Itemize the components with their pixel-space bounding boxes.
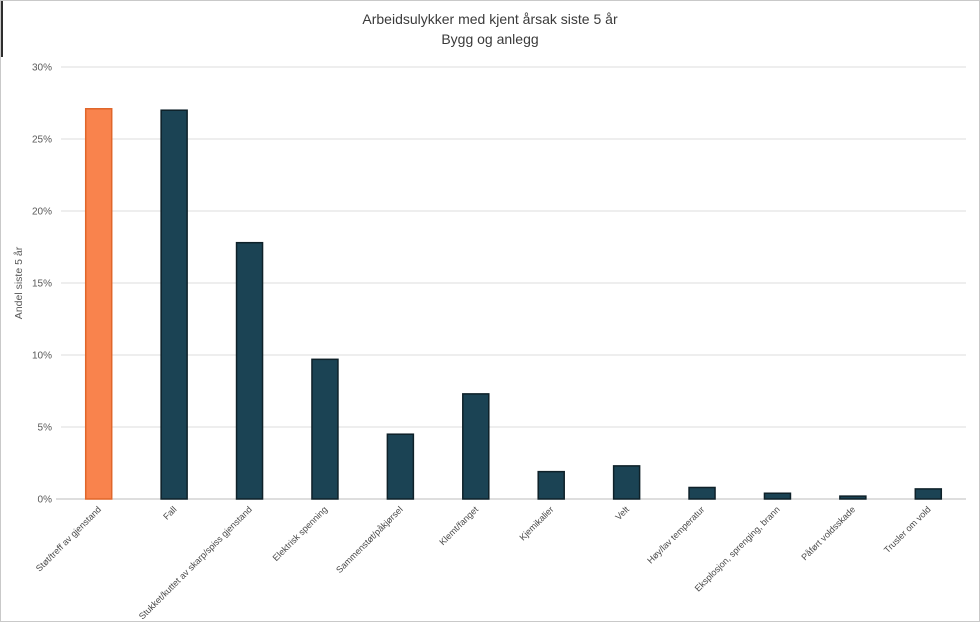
bar	[311, 358, 339, 500]
x-tick-label: Eksplosjon, sprenging, brann	[693, 504, 782, 593]
x-tick-label: Kjemikalier	[517, 504, 555, 542]
chart-subtitle: Bygg og anlegg	[441, 31, 539, 47]
bar	[688, 486, 716, 500]
x-tick-label: Klemt/fanget	[437, 504, 480, 547]
x-tick-label: Stukket/kuttet av skarp/spiss gjenstand	[137, 504, 254, 621]
y-tick-label: 15%	[32, 279, 52, 290]
bar	[612, 465, 641, 500]
x-tick-label: Trusler om vold	[882, 504, 933, 555]
y-tick-label: 30%	[32, 63, 52, 74]
x-tick-label: Høy/lav temperatur	[645, 504, 706, 565]
bar	[84, 108, 113, 500]
chart-title: Arbeidsulykker med kjent årsak siste 5 å…	[362, 11, 618, 27]
chart-title-block: Arbeidsulykker med kjent årsak siste 5 å…	[1, 9, 979, 49]
screen-edge-artifact	[1, 1, 3, 57]
y-tick-label: 5%	[38, 423, 53, 434]
x-tick-label: Påført voldsskade	[799, 504, 857, 562]
y-tick-label: 20%	[32, 207, 52, 218]
bar	[839, 495, 867, 500]
bar	[235, 241, 264, 500]
bar	[763, 492, 792, 500]
x-tick-label: Sammenstøt/påkjørsel	[334, 504, 405, 575]
x-tick-label: Fall	[161, 504, 178, 521]
x-tick-label: Elektrisk spenning	[271, 504, 330, 563]
y-tick-label: 25%	[32, 135, 52, 146]
bar	[914, 488, 943, 500]
bar	[386, 433, 415, 500]
bar	[160, 109, 188, 500]
bar	[537, 470, 565, 500]
x-tick-label: Velt	[613, 504, 631, 522]
bar	[462, 393, 490, 500]
y-tick-label: 10%	[32, 351, 52, 362]
x-tick-label: Støt/treff av gjenstand	[34, 504, 103, 573]
y-tick-label: 0%	[38, 495, 53, 506]
